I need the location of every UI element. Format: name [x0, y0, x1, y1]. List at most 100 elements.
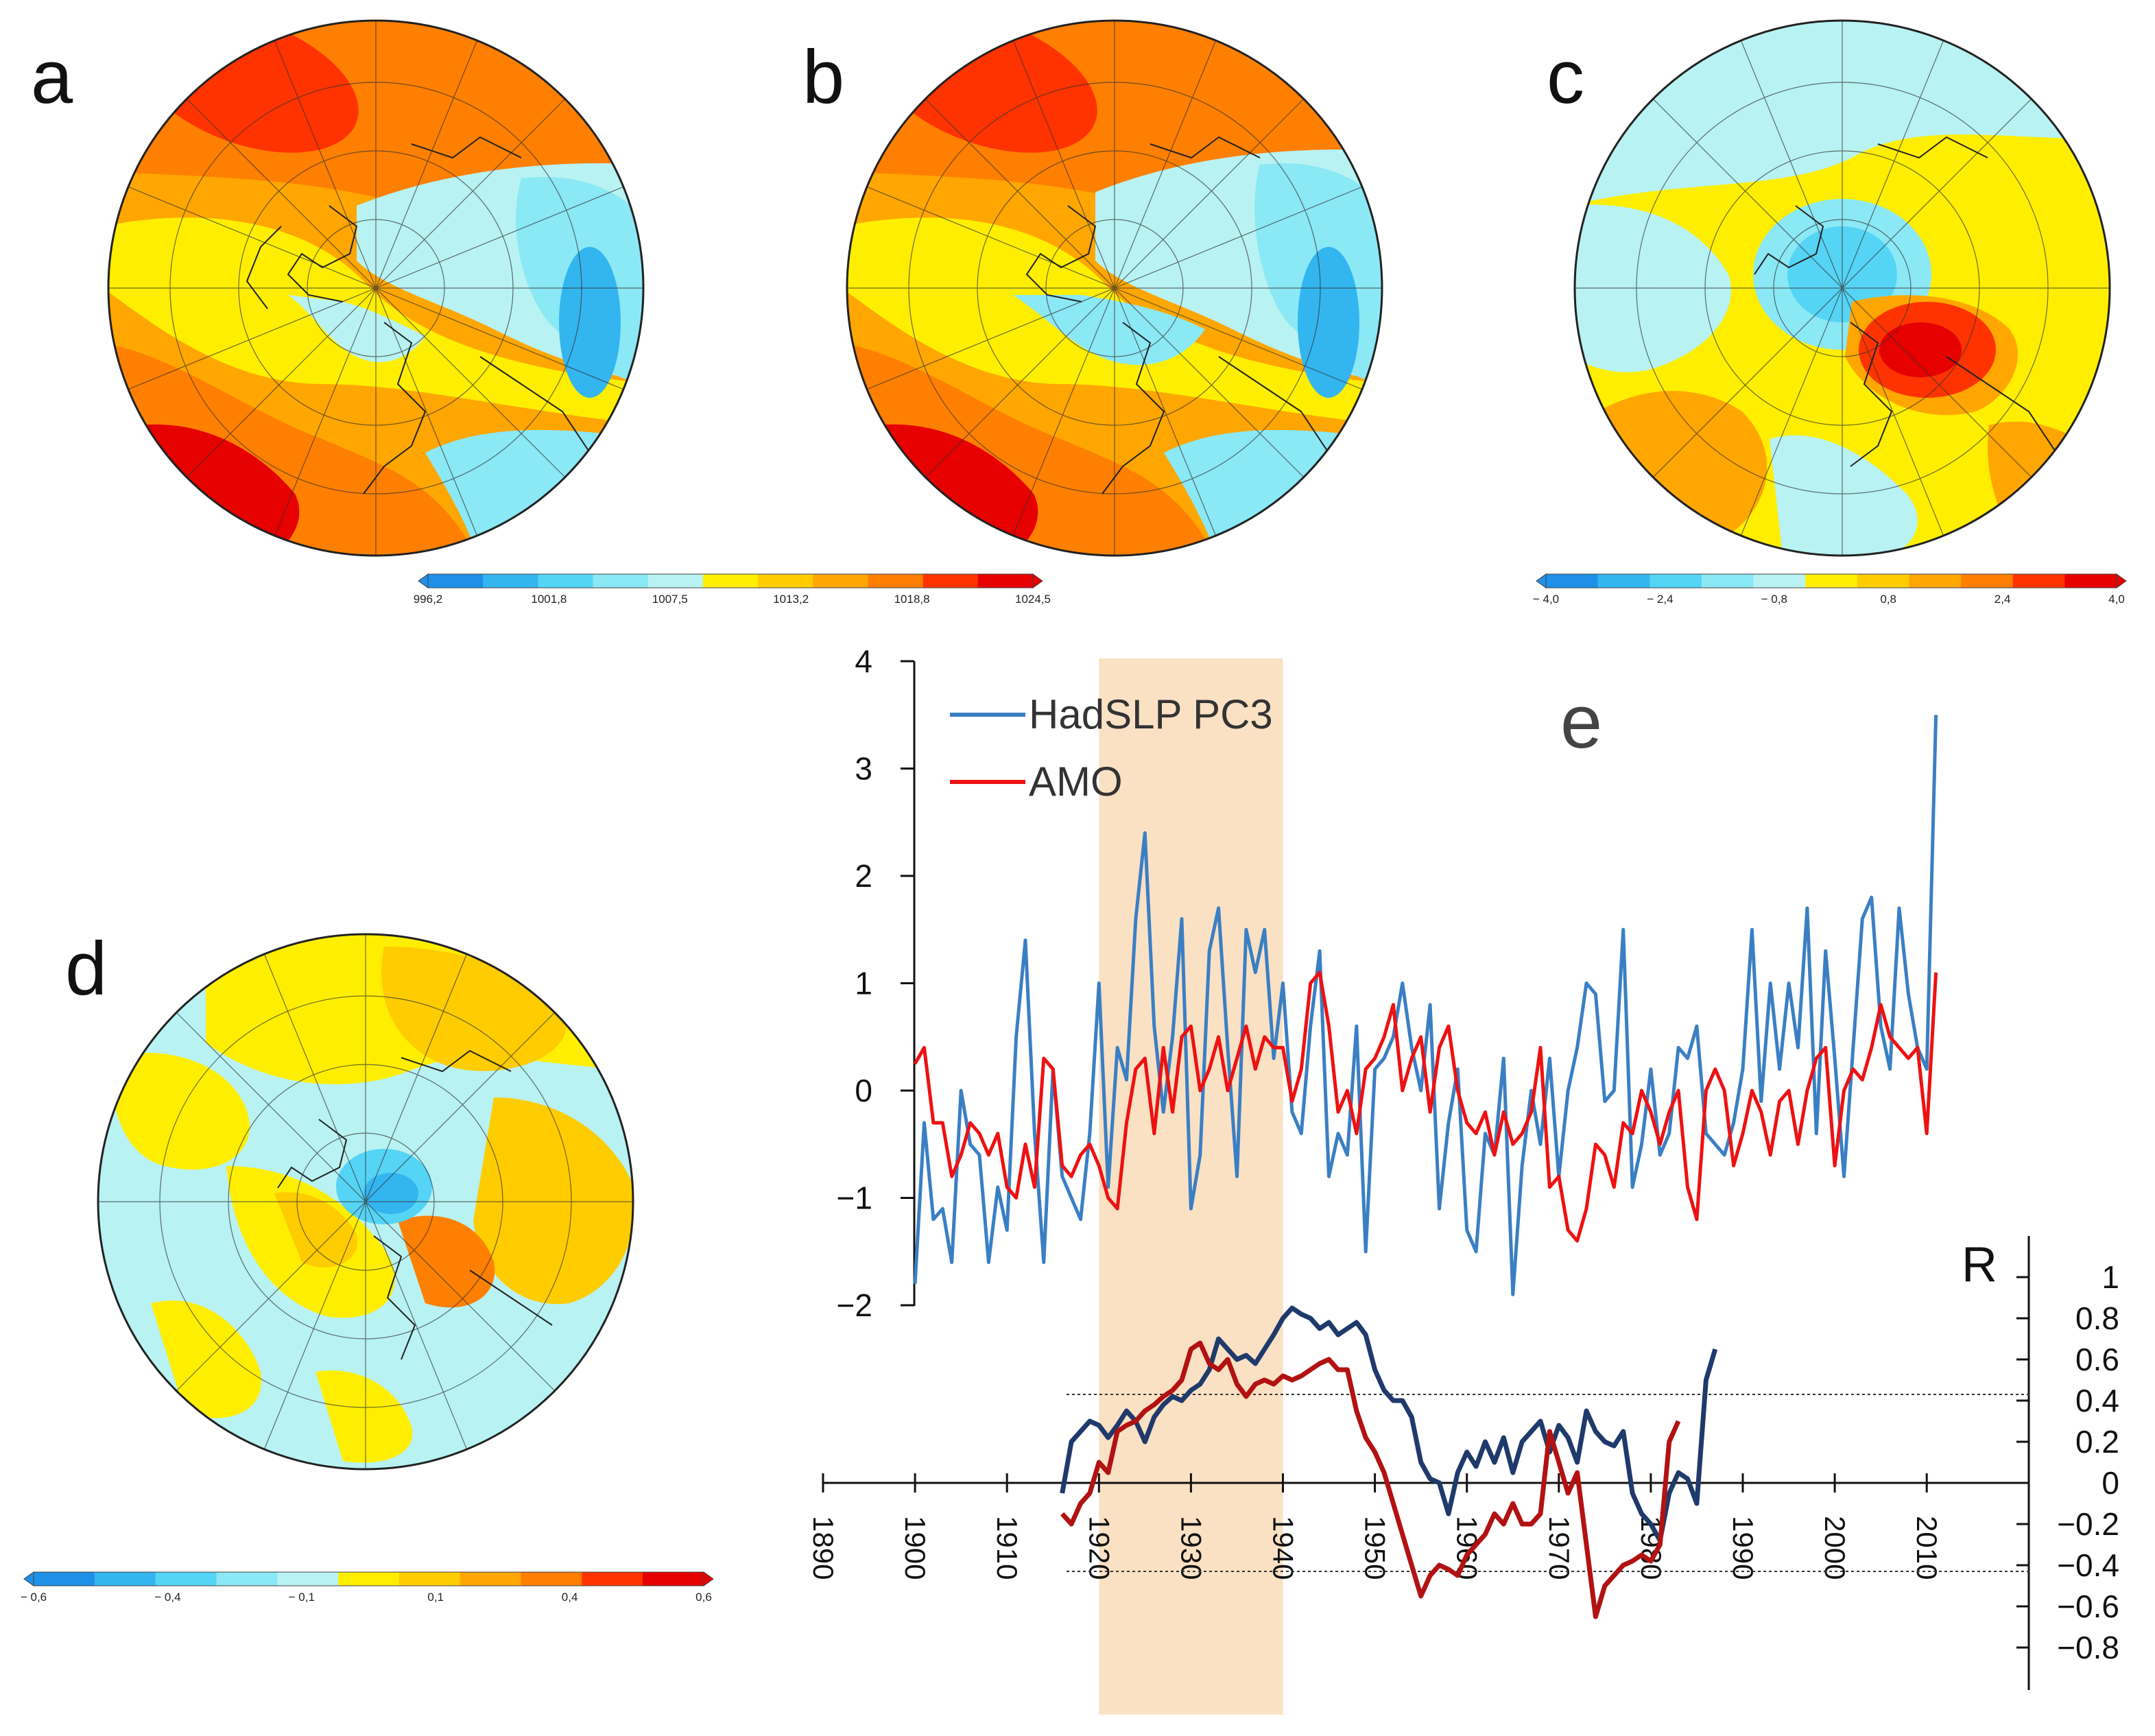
- right-y-tick-label: 0: [2102, 1465, 2119, 1501]
- colorbar-arrow-left: [1536, 573, 1547, 588]
- map-b: [846, 19, 1383, 557]
- panel-c-letter: c: [1547, 35, 1584, 119]
- right-y-tick-label: −0.6: [2057, 1589, 2119, 1624]
- colorbar-swatch: [521, 1572, 582, 1586]
- map-d: [97, 933, 634, 1471]
- colorbar-swatch: [1857, 574, 1909, 588]
- colorbar-swatch: [922, 574, 979, 588]
- colorbar-tick-label: − 0,8: [1761, 593, 1787, 606]
- series-line-amo: [913, 971, 1938, 1243]
- colorbar-swatch: [1597, 574, 1650, 588]
- colorbar-ab: 996,2 1001,8 1007,5 1013,2 1018,8 1024,5: [414, 573, 1051, 606]
- colorbar-swatch: [277, 1572, 339, 1586]
- colorbar-c: − 4,0 − 2,4 − 0,8 0,8 2,4 4,0: [1533, 573, 2127, 606]
- x-tick-label: 1970: [1543, 1516, 1575, 1580]
- legend-label-amo: AMO: [1029, 759, 1123, 805]
- colorbar-tick-label: − 4,0: [1533, 593, 1559, 606]
- series-line-r-pc3: [1060, 1305, 1718, 1543]
- panel-d-letter: d: [65, 927, 107, 1011]
- left-y-tick-label: −1: [837, 1180, 872, 1216]
- panel-b-letter: b: [802, 35, 844, 119]
- colorbar-tick-label: − 0,1: [289, 1591, 315, 1604]
- x-tick-label: 1960: [1451, 1516, 1484, 1580]
- left-y-tick-label: 2: [855, 858, 872, 894]
- colorbar-swatch: [868, 574, 924, 588]
- panel-e-letter: e: [1560, 680, 1602, 764]
- series-line-r-amo: [1060, 1340, 1681, 1619]
- colorbar-swatch: [1909, 574, 1962, 588]
- panel-a-letter: a: [31, 35, 73, 119]
- colorbar-arrow-right: [2116, 573, 2127, 588]
- colorbar-swatch: [1546, 574, 1599, 588]
- colorbar-tick-label: 1007,5: [652, 593, 688, 606]
- colorbar-swatch: [702, 574, 759, 588]
- colorbar-tick-label: 2,4: [1995, 593, 2011, 606]
- colorbar-tick-label: 1001,8: [531, 593, 567, 606]
- colorbar-swatch: [1701, 574, 1754, 588]
- colorbar-swatch: [1753, 574, 1806, 588]
- right-y-tick-label: −0.8: [2057, 1630, 2119, 1665]
- chart-e: 4 3 2 1 0 −1 −2 1 0.8 0.6 0.4 0.2 0 −0.2 −0.4 −0.6 −0.8 R…: [807, 643, 2119, 1715]
- series-line-hadslp-pc3: [913, 715, 1938, 1296]
- right-y-tick-label: 0.2: [2075, 1424, 2119, 1460]
- right-y-tick-label: 0.4: [2075, 1383, 2119, 1418]
- colorbar-swatch: [428, 574, 484, 588]
- right-y-tick-label: 0.6: [2075, 1342, 2119, 1377]
- right-y-tick-label: 1: [2102, 1259, 2119, 1295]
- right-y-tick-label: 0.8: [2075, 1300, 2119, 1336]
- colorbar-swatch: [1805, 574, 1858, 588]
- colorbar-tick-label: 1024,5: [1015, 593, 1051, 606]
- left-y-tick-label: −2: [837, 1287, 872, 1323]
- colorbar-swatch: [758, 574, 813, 588]
- colorbar-arrow-left: [23, 1571, 34, 1586]
- map-c: [1573, 19, 2111, 557]
- x-tick-label: 1950: [1359, 1516, 1392, 1580]
- x-tick-label: 1930: [1175, 1516, 1207, 1580]
- colorbar-swatch: [338, 1572, 400, 1586]
- right-axis-label: R: [1962, 1237, 1997, 1292]
- colorbar-swatch: [538, 574, 594, 588]
- colorbar-swatch: [977, 574, 1034, 588]
- colorbar-swatch: [34, 1572, 95, 1586]
- colorbar-swatch: [2064, 574, 2117, 588]
- x-tick-label: 1990: [1727, 1516, 1759, 1580]
- colorbar-swatch: [483, 574, 538, 588]
- colorbar-tick-label: 996,2: [414, 593, 443, 606]
- x-tick-label: 2000: [1819, 1516, 1851, 1580]
- colorbar-swatch: [155, 1572, 217, 1586]
- colorbar-tick-label: − 0,6: [21, 1591, 47, 1604]
- left-y-tick-label: 1: [855, 966, 872, 1001]
- x-tick-label: 1900: [899, 1516, 931, 1580]
- right-y-tick-label: −0.2: [2057, 1506, 2119, 1542]
- x-tick-label: 1920: [1083, 1516, 1115, 1580]
- colorbar-swatch: [813, 574, 868, 588]
- left-y-tick-label: 3: [855, 751, 872, 787]
- x-tick-label: 2010: [1911, 1516, 1943, 1580]
- map-a: [107, 19, 645, 557]
- left-y-tick-label: 0: [855, 1073, 872, 1108]
- colorbar-swatch: [593, 574, 649, 588]
- colorbar-tick-label: 0,4: [562, 1591, 578, 1604]
- colorbar-tick-label: 0,6: [695, 1591, 712, 1604]
- colorbar-arrow-right: [1032, 573, 1043, 588]
- x-tick-label: 1910: [991, 1516, 1023, 1580]
- colorbar-arrow-right: [703, 1571, 714, 1586]
- colorbar-tick-label: − 0,4: [154, 1591, 180, 1604]
- colorbar-swatch: [1961, 574, 2014, 588]
- colorbar-arrow-left: [418, 573, 429, 588]
- legend-label-pc3: HadSLP PC3: [1029, 691, 1273, 737]
- right-y-tick-label: −0.4: [2057, 1547, 2119, 1583]
- colorbar-tick-label: 4,0: [2108, 593, 2125, 606]
- colorbar-tick-label: − 2,4: [1647, 593, 1673, 606]
- colorbar-tick-label: 0,8: [1880, 593, 1896, 606]
- colorbar-swatch: [216, 1572, 278, 1586]
- colorbar-swatch: [647, 574, 704, 588]
- colorbar-tick-label: 0,1: [427, 1591, 444, 1604]
- colorbar-swatch: [582, 1572, 643, 1586]
- colorbar-swatch: [94, 1572, 156, 1586]
- colorbar-d: − 0,6 − 0,4 − 0,1 0,1 0,4 0,6: [21, 1571, 714, 1604]
- x-tick-label: 1890: [807, 1516, 840, 1580]
- colorbar-swatch: [2012, 574, 2065, 588]
- colorbar-tick-label: 1013,2: [773, 593, 809, 606]
